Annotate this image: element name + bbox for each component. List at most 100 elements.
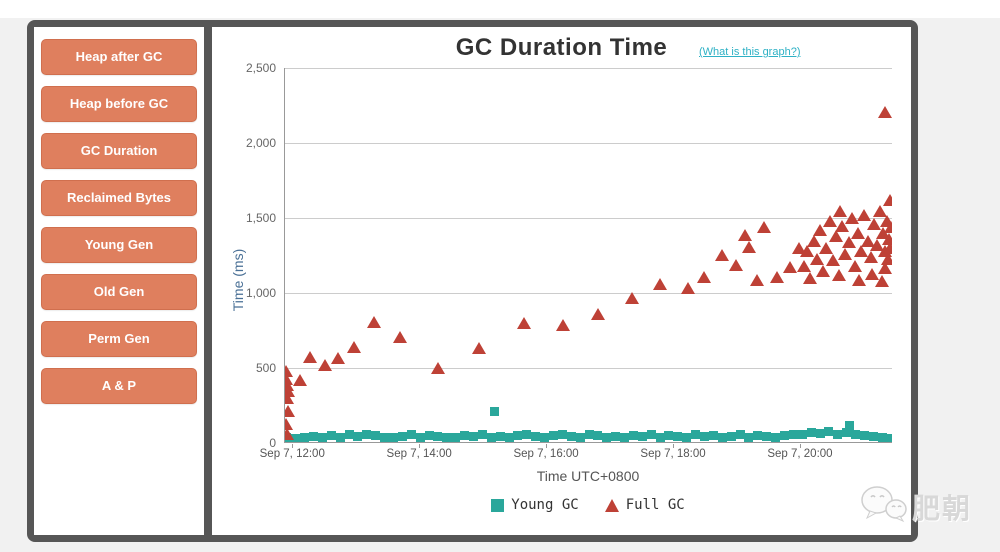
young-gc-point [753, 431, 763, 440]
young-gc-point [691, 430, 701, 440]
young-gc-point [664, 431, 674, 440]
young-gc-point [602, 432, 612, 442]
young-gc-point [682, 432, 692, 442]
full-gc-point [749, 273, 764, 286]
plot-area [284, 68, 892, 443]
young-gc-point [628, 431, 638, 440]
full-gc-point [681, 281, 695, 294]
full-gc-point [392, 331, 407, 344]
sidebar: Heap after GC Heap before GC GC Duration Re… [34, 27, 204, 535]
full-gc-point [816, 264, 831, 277]
full-gc-point [555, 318, 570, 331]
y-tick-label-0: 0 [269, 436, 276, 450]
wechat-icon [860, 484, 910, 529]
full-gc-point [828, 230, 843, 242]
full-gc-point [472, 341, 487, 354]
young-gc-point [389, 433, 399, 442]
full-gc-point [285, 378, 294, 391]
young-gc-point [845, 420, 855, 430]
full-gc-point [809, 252, 824, 265]
full-gc-point [285, 404, 295, 417]
young-gc-point [371, 431, 381, 440]
full-gc-point [844, 212, 859, 224]
sidebar-button-a-p[interactable]: A & P [41, 368, 197, 404]
full-gc-point [873, 204, 888, 217]
full-gc-point [285, 365, 293, 377]
young-gc-point [815, 428, 825, 438]
full-gc-point [825, 254, 840, 266]
young-gc-point [637, 431, 647, 441]
young-gc-point [726, 431, 736, 441]
young-gc-point [646, 430, 656, 440]
legend-item-young-gc: Young GC [491, 497, 579, 513]
young-gc-point [489, 407, 499, 416]
full-gc-point [714, 248, 729, 261]
x-tick-label: Sep 7, 18:00 [640, 448, 706, 460]
young-gc-point [522, 430, 532, 440]
sidebar-button-gc-duration[interactable]: GC Duration [41, 133, 197, 169]
young-gc-point [593, 431, 603, 440]
full-gc-point [882, 242, 892, 254]
full-gc-point [770, 270, 785, 283]
watermark: 肥朝 [860, 484, 972, 529]
sidebar-button-heap-before-gc[interactable]: Heap before GC [41, 86, 197, 122]
page-background-strip [0, 0, 1000, 18]
full-gc-point [430, 362, 445, 374]
young-gc-point [326, 431, 336, 440]
full-gc-point [803, 272, 818, 284]
young-gc-point [717, 432, 727, 442]
young-gc-point [309, 431, 319, 441]
young-gc-point [451, 432, 461, 442]
young-gc-point [824, 427, 834, 437]
full-gc-point [285, 392, 294, 404]
gridline-2500 [285, 68, 892, 69]
young-gc-point [300, 432, 310, 442]
young-gc-point [700, 431, 709, 441]
young-gc-point [833, 429, 843, 439]
young-gc-point [673, 431, 683, 441]
young-gc-point [584, 430, 594, 440]
young-gc-point [344, 430, 354, 440]
gridline-1500 [285, 218, 892, 219]
y-tick-label-2500: 2,500 [245, 61, 276, 75]
young-gc-point [708, 431, 718, 440]
young-gc-point [468, 431, 478, 441]
full-gc-point [884, 221, 892, 233]
young-gc-point [868, 431, 878, 441]
sidebar-button-heap-after-gc[interactable]: Heap after GC [41, 39, 197, 75]
full-gc-point [782, 260, 797, 273]
young-gc-point [735, 430, 745, 440]
young-gc-point [486, 432, 496, 442]
triangle-swatch-icon [604, 498, 619, 512]
young-gc-point [540, 432, 550, 442]
full-gc-point [757, 221, 772, 233]
x-tick-mark [673, 444, 675, 448]
sidebar-button-old-gen[interactable]: Old Gen [41, 274, 197, 310]
full-gc-point [516, 317, 531, 329]
sidebar-button-perm-gen[interactable]: Perm Gen [41, 321, 197, 357]
watermark-text: 肥朝 [912, 492, 973, 524]
sidebar-button-reclaimed-bytes[interactable]: Reclaimed Bytes [41, 180, 197, 216]
young-gc-point [380, 432, 390, 442]
young-gc-point [291, 434, 301, 442]
full-gc-point [883, 194, 892, 206]
legend-label: Young GC [511, 497, 579, 513]
x-axis-title: Time UTC+0800 [536, 468, 640, 484]
full-gc-point [590, 308, 605, 320]
young-gc-point [460, 431, 470, 440]
young-gc-point [771, 432, 781, 442]
full-gc-point [346, 341, 361, 353]
full-gc-point [822, 215, 837, 227]
x-tick-mark [292, 444, 294, 448]
full-gc-point [285, 385, 296, 398]
what-is-this-graph-link[interactable]: (What is this graph?) [699, 46, 801, 58]
young-gc-point [575, 432, 585, 442]
young-gc-point [513, 431, 523, 440]
sidebar-button-young-gen[interactable]: Young Gen [41, 227, 197, 263]
y-tick-label-2000: 2,000 [245, 136, 276, 150]
young-gc-point [495, 431, 505, 441]
full-gc-point [863, 251, 878, 263]
young-gc-point [762, 431, 772, 441]
young-gc-point [397, 431, 407, 441]
chart-legend: Young GC Full GC [284, 497, 892, 513]
